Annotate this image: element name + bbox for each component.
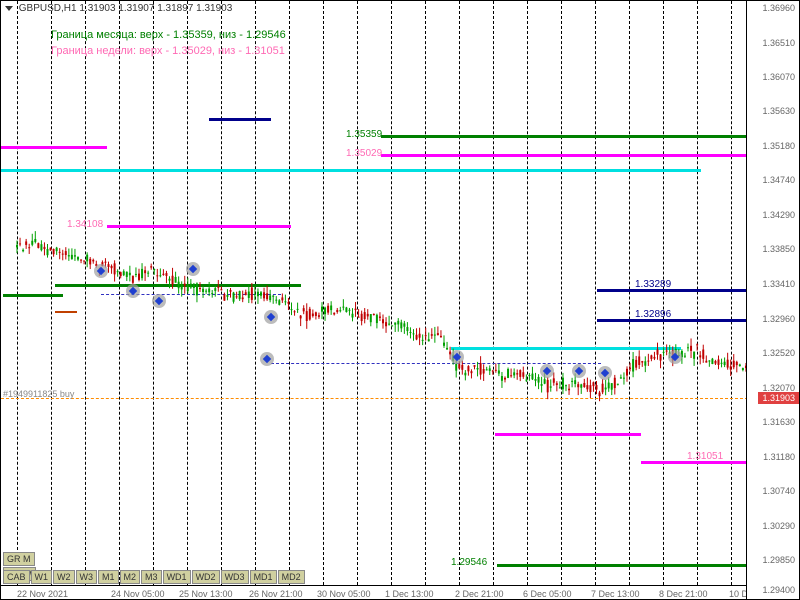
toolbar-button-m2[interactable]: M2: [120, 570, 141, 584]
x-tick: 24 Nov 05:00: [111, 589, 165, 599]
signal-marker[interactable]: [152, 294, 166, 308]
signal-marker[interactable]: [186, 262, 200, 276]
signal-marker[interactable]: [126, 284, 140, 298]
x-tick: 2 Dec 21:00: [455, 589, 504, 599]
current-price-tag: 1.31903: [758, 392, 799, 404]
y-axis: 1.31903 1.36960 1.36510 1.36070 1.35630 1.35…: [746, 1, 799, 600]
toolbar-button-m1[interactable]: M1: [98, 570, 119, 584]
x-tick: 26 Nov 21:00: [249, 589, 303, 599]
order-label: #1949911825 buy: [3, 389, 74, 399]
toolbar-button-m3[interactable]: M3: [141, 570, 162, 584]
x-axis: 22 Nov 2021 24 Nov 05:00 25 Nov 13:00 26 No…: [1, 585, 748, 600]
signal-marker[interactable]: [572, 364, 586, 378]
toolbar-button-w3[interactable]: W3: [76, 570, 98, 584]
y-tick: 1.31630: [762, 417, 795, 427]
x-tick: 6 Dec 05:00: [523, 589, 572, 599]
candlestick-series: [1, 1, 748, 585]
button-row-grm: GR M: [3, 552, 35, 566]
x-tick: 22 Nov 2021: [17, 589, 68, 599]
toolbar-button-w1[interactable]: W1: [31, 570, 53, 584]
signal-marker[interactable]: [540, 364, 554, 378]
y-tick: 1.35180: [762, 141, 795, 151]
y-tick: 1.34290: [762, 210, 795, 220]
x-tick: 30 Nov 05:00: [317, 589, 371, 599]
toolbar-button-wd1[interactable]: WD1: [163, 570, 191, 584]
chart-container: GBPUSD,H1 1.31903 1.31907 1.31897 1.3190…: [0, 0, 800, 600]
signal-marker[interactable]: [260, 352, 274, 366]
y-tick: 1.30740: [762, 486, 795, 496]
signal-marker[interactable]: [94, 264, 108, 278]
toolbar-button-md1[interactable]: MD1: [250, 570, 277, 584]
toolbar-button-w2[interactable]: W2: [53, 570, 75, 584]
y-tick: 1.29850: [762, 555, 795, 565]
signal-marker[interactable]: [598, 366, 612, 380]
y-tick: 1.30290: [762, 521, 795, 531]
x-tick: 8 Dec 21:00: [659, 589, 708, 599]
toolbar-button-md2[interactable]: MD2: [278, 570, 305, 584]
y-tick: 1.33410: [762, 279, 795, 289]
y-tick: 1.34740: [762, 175, 795, 185]
y-tick: 1.32070: [762, 383, 795, 393]
y-tick: 1.29400: [762, 585, 795, 595]
y-tick: 1.36070: [762, 72, 795, 82]
signal-marker[interactable]: [668, 350, 682, 364]
toolbar-button-wd2[interactable]: WD2: [192, 570, 220, 584]
y-tick: 1.32520: [762, 348, 795, 358]
signal-marker[interactable]: [450, 350, 464, 364]
toolbar-button-gr m[interactable]: GR M: [3, 552, 35, 566]
x-tick: 1 Dec 13:00: [385, 589, 434, 599]
toolbar-button-wd3[interactable]: WD3: [221, 570, 249, 584]
y-tick: 1.36510: [762, 38, 795, 48]
y-tick: 1.36960: [762, 3, 795, 13]
chart-area[interactable]: GBPUSD,H1 1.31903 1.31907 1.31897 1.3190…: [1, 1, 748, 600]
toolbar-button-cab[interactable]: CAB: [3, 570, 30, 584]
button-row-timeframes: CABW1W2W3M1M2M3WD1WD2WD3MD1MD2: [3, 570, 305, 584]
x-tick: 25 Nov 13:00: [179, 589, 233, 599]
y-tick: 1.32960: [762, 314, 795, 324]
y-tick: 1.31180: [763, 452, 795, 462]
x-tick: 7 Dec 13:00: [591, 589, 640, 599]
y-tick: 1.33850: [762, 244, 795, 254]
signal-marker[interactable]: [264, 310, 278, 324]
y-tick: 1.35630: [762, 106, 795, 116]
